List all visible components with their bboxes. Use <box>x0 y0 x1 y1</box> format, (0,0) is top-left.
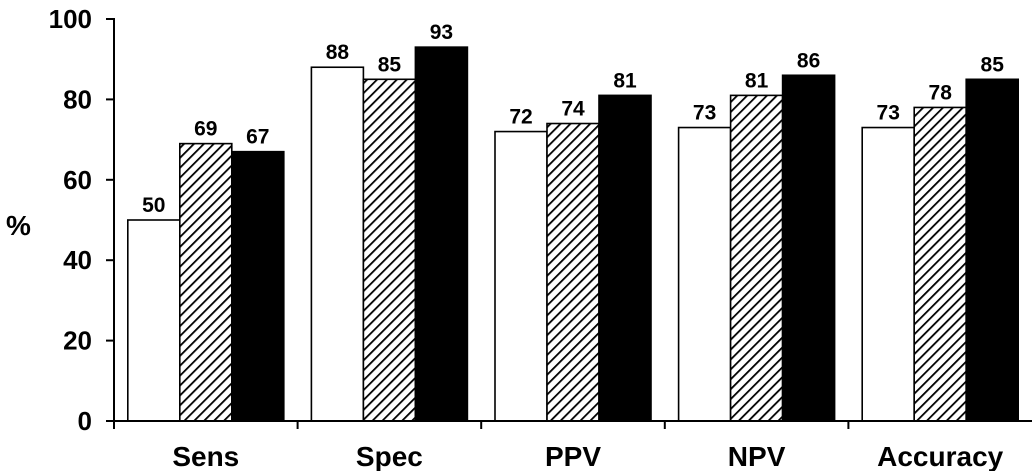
y-tick-label: 100 <box>49 4 92 34</box>
bar-spec-series-3 <box>414 46 469 422</box>
bar-ppv-series-3 <box>598 94 652 422</box>
data-label: 78 <box>929 81 953 104</box>
x-category-label: Spec <box>356 441 423 471</box>
data-label: 73 <box>693 102 716 125</box>
data-label: 81 <box>745 69 769 92</box>
bar-ppv-series-1 <box>494 130 548 422</box>
data-label: 81 <box>613 69 637 92</box>
bar-spec-series-2 <box>362 78 417 422</box>
bar-accuracy-series-1 <box>861 126 916 422</box>
bar-npv-series-2 <box>729 94 784 422</box>
data-label: 86 <box>797 49 820 72</box>
y-tick-label: 0 <box>78 406 92 436</box>
bar-spec-series-1 <box>310 66 365 422</box>
data-label: 73 <box>877 102 900 125</box>
bar-ppv-series-2 <box>546 122 600 422</box>
y-tick-label: 60 <box>63 165 92 195</box>
data-label: 50 <box>142 194 165 217</box>
x-category-label: NPV <box>728 441 786 471</box>
data-label: 72 <box>509 106 532 129</box>
data-label: 69 <box>194 118 217 141</box>
data-label: 85 <box>981 53 1005 76</box>
data-label: 85 <box>378 53 402 76</box>
bar-npv-series-3 <box>781 74 836 422</box>
y-tick-label: 40 <box>63 245 92 275</box>
x-category-label: Accuracy <box>877 441 1004 471</box>
bar-sens-series-3 <box>231 150 285 422</box>
y-tick-label: 20 <box>63 326 92 356</box>
data-labels: 50 69 67 88 85 93 72 74 81 73 81 86 73 78 85 <box>142 21 1004 217</box>
bar-npv-series-1 <box>677 126 732 422</box>
category-labels: Sens Spec PPV NPV Accuracy <box>113 421 1004 471</box>
data-label: 67 <box>246 126 269 149</box>
y-tick-label: 80 <box>63 84 92 114</box>
data-label: 88 <box>326 41 350 64</box>
bar-sens-series-2 <box>179 142 233 422</box>
y-axis-title: % <box>6 210 31 241</box>
bar-accuracy-series-2 <box>913 106 968 422</box>
bar-accuracy-series-3 <box>965 78 1020 422</box>
x-category-label: Sens <box>172 441 239 471</box>
y-axis-ticks: 0 20 40 60 80 100 <box>49 4 114 436</box>
data-label: 93 <box>430 21 453 44</box>
bar-group <box>127 46 1020 422</box>
x-category-label: PPV <box>545 441 601 471</box>
data-label: 74 <box>561 98 585 121</box>
bar-sens-series-1 <box>127 219 181 422</box>
